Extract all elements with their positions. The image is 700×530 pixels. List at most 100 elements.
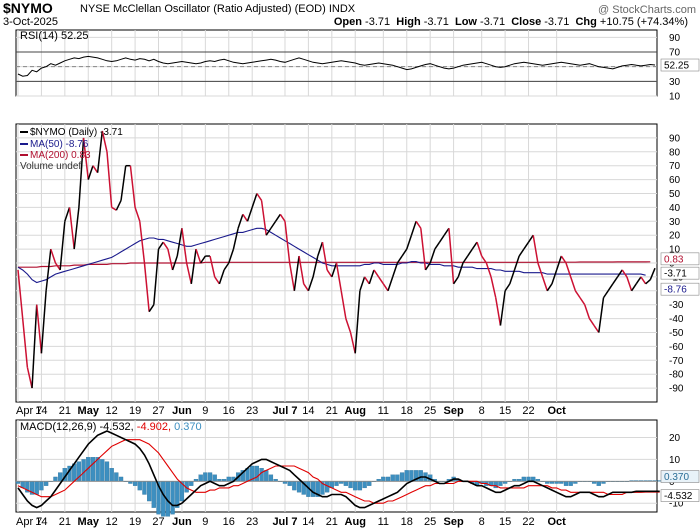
- price-segment: [101, 130, 108, 152]
- price-segment: [354, 290, 361, 354]
- chg-label: Chg: [575, 16, 597, 28]
- macd-histogram-bar: [296, 481, 302, 493]
- macd-histogram-bar: [395, 474, 400, 482]
- price-x-tick-label: 21: [326, 405, 338, 417]
- macd-legend-signal: -4.902,: [137, 421, 174, 433]
- price-segment: [31, 304, 38, 389]
- price-segment: [527, 234, 534, 243]
- macd-x-tick-label: 22: [522, 516, 534, 528]
- price-segment: [312, 255, 319, 278]
- price-segment: [424, 262, 431, 271]
- macd-x-tick-label: 15: [499, 516, 511, 528]
- macd-histogram-bar: [390, 474, 395, 482]
- price-x-tick-label: Oct: [547, 405, 566, 417]
- price-segment: [457, 262, 464, 278]
- price-segment: [148, 304, 155, 313]
- price-x-tick-label: Jun: [172, 405, 192, 417]
- macd-x-tick-label: 14: [302, 516, 314, 528]
- price-panel-tick-label: 10: [669, 245, 681, 256]
- macd-panel-frame: [15, 419, 658, 513]
- macd-histogram-bar: [151, 481, 156, 508]
- price-segment: [195, 248, 202, 264]
- price-segment: [537, 262, 544, 278]
- macd-histogram-bar: [357, 481, 363, 491]
- price-segment: [467, 248, 473, 257]
- price-segment: [293, 255, 300, 291]
- price-x-tick-label: 16: [223, 405, 235, 417]
- macd-x-tick-label: 8: [479, 516, 485, 528]
- price-segment: [111, 206, 117, 211]
- price-segment: [279, 213, 286, 222]
- price-last-label: -3.71: [664, 269, 687, 280]
- price-segment: [50, 248, 57, 264]
- macd-histogram-bar: [198, 474, 203, 482]
- price-segment: [490, 276, 497, 298]
- macd-x-tick-label: 25: [424, 516, 436, 528]
- macd-hist-last-label-box: [660, 470, 700, 483]
- price-segment: [621, 269, 628, 278]
- macd-x-tick-label: Aug: [345, 516, 366, 528]
- macd-histogram-bar: [418, 470, 423, 482]
- macd-histogram-bar: [362, 481, 367, 489]
- price-segment: [569, 276, 577, 292]
- price-segment: [640, 276, 647, 285]
- price-segment: [420, 228, 427, 271]
- price-segment: [134, 207, 141, 222]
- price-segment: [574, 290, 581, 299]
- price-segment: [228, 248, 235, 264]
- macd-x-tick-label: May: [78, 516, 100, 528]
- chart-date: 3-Oct-2025: [3, 16, 59, 28]
- macd-x-tick-label: 27: [152, 516, 164, 528]
- price-segment: [82, 137, 90, 180]
- macd-histogram-bar: [563, 481, 569, 486]
- macd-x-tick-label: 18: [401, 516, 413, 528]
- price-segment: [59, 221, 66, 271]
- price-panel-tick-label: -70: [669, 356, 684, 367]
- price-panel-tick-label: 20: [669, 231, 681, 242]
- price-segment: [40, 290, 47, 354]
- price-segment: [96, 130, 104, 173]
- price-segment: [513, 255, 520, 271]
- price-segment: [429, 248, 436, 264]
- price-segment: [546, 283, 553, 292]
- price-segment: [434, 241, 441, 250]
- price-x-tick-label: Sep: [444, 405, 464, 417]
- price-segment: [45, 249, 52, 291]
- macd-histogram-bar: [264, 470, 269, 482]
- price-segment: [410, 221, 417, 236]
- price-panel-tick-label: 30: [669, 217, 681, 228]
- description-text: NYSE McClellan Oscillator (Ratio Adjuste…: [80, 3, 326, 15]
- rsi-panel-tick-label: 10: [669, 92, 681, 103]
- price-segment: [162, 241, 169, 250]
- price-segment: [476, 241, 483, 257]
- price-segment: [214, 276, 221, 285]
- macd-histogram-bar: [259, 468, 264, 482]
- macd-histogram-bar: [161, 481, 166, 517]
- rsi-panel-frame: [15, 29, 658, 97]
- price-segment: [317, 241, 324, 257]
- macd-x-tick-label: 16: [223, 516, 235, 528]
- price-segment: [340, 290, 347, 319]
- price-segment: [237, 214, 244, 229]
- price-panel-tick-label: -50: [669, 328, 684, 339]
- macd-histogram-bar: [189, 481, 194, 486]
- price-segment: [387, 276, 394, 292]
- macd-histogram-bar: [310, 481, 316, 497]
- price-segment: [378, 276, 384, 285]
- macd-x-tick-label: 23: [246, 516, 258, 528]
- price-segment: [21, 318, 29, 368]
- macd-histogram-bar: [170, 481, 175, 515]
- price-segment: [551, 269, 558, 285]
- macd-histogram-bar: [147, 481, 152, 502]
- price-segment: [541, 276, 548, 292]
- price-segment: [349, 332, 356, 354]
- price-panel-tick-label: -90: [669, 384, 684, 395]
- price-segment: [176, 228, 183, 257]
- price-segment: [612, 276, 619, 285]
- rsi-panel-tick-label: 30: [669, 77, 681, 88]
- macd-x-tick-label: Jun: [172, 516, 192, 528]
- price-segment: [64, 207, 71, 222]
- macd-histogram-bar: [367, 481, 372, 486]
- price-segment: [242, 213, 249, 222]
